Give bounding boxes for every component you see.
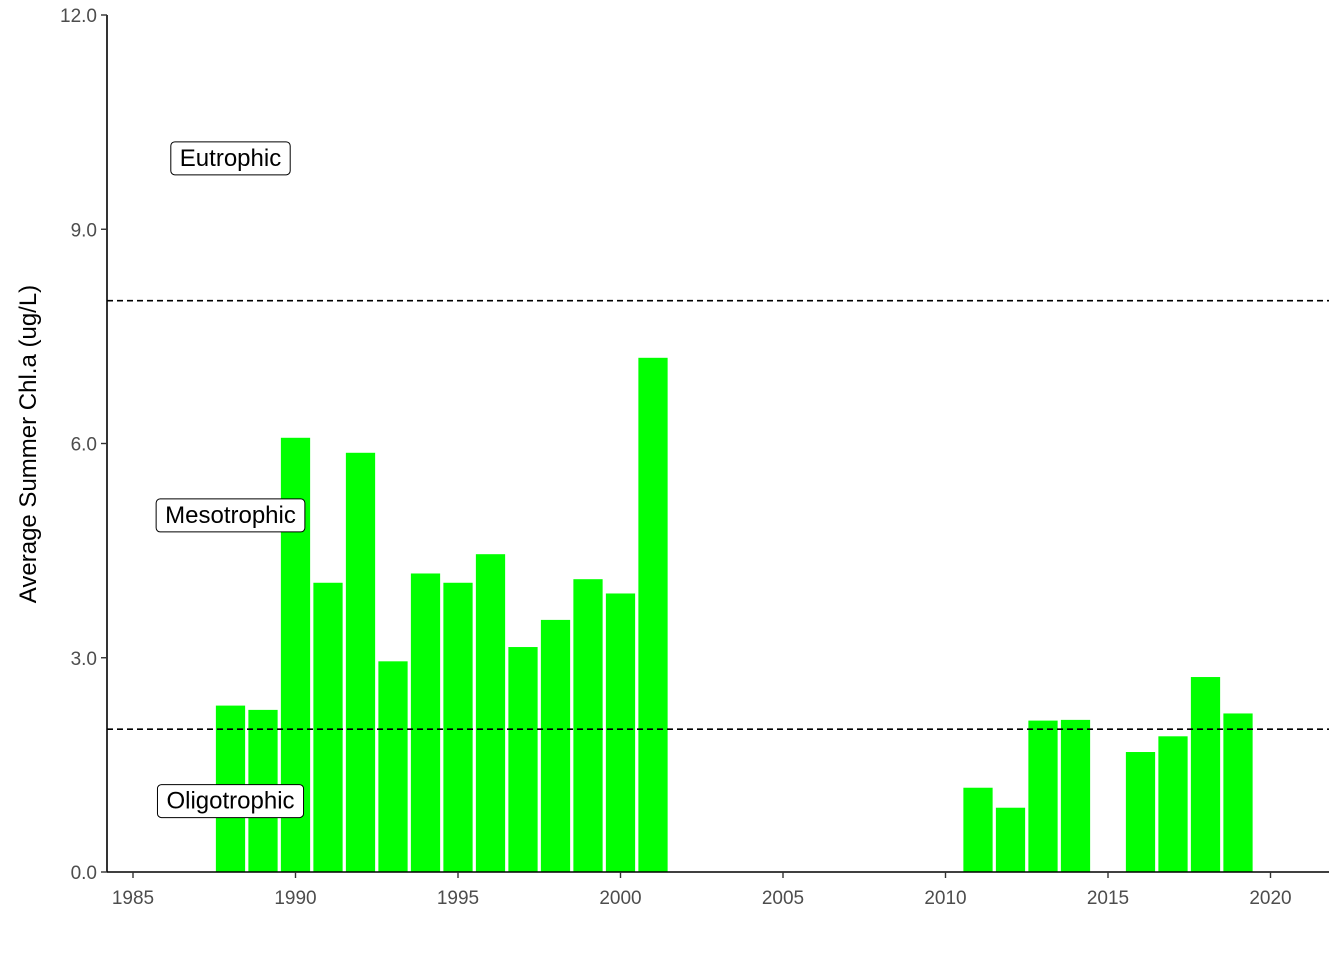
bar-1993	[378, 661, 408, 872]
bar-2011	[963, 787, 993, 872]
bar-2012	[995, 807, 1026, 872]
x-tick-label: 2020	[1249, 888, 1291, 909]
y-axis-title: Average Summer Chl.a (ug/L)	[15, 285, 42, 603]
axes-layer: 0.0 3.0 6.0 9.0 12.0 1985 1990 1995 2000 2005 2010…	[60, 6, 1329, 909]
zone-label-box	[156, 784, 305, 819]
bar-1991	[313, 582, 343, 872]
y-tick-label: 9.0	[71, 220, 97, 241]
bar-2016	[1125, 752, 1156, 872]
bar-1994	[410, 573, 441, 872]
bar-2001	[638, 357, 668, 872]
bar-1992	[345, 452, 376, 872]
zone-label-text: Oligotrophic	[166, 788, 294, 815]
zone-label-mesotrophic: Mesotrophic	[155, 498, 306, 533]
y-tick-label: 12.0	[60, 6, 97, 27]
x-tick-label: 1995	[437, 888, 479, 909]
zone-label-text: Eutrophic	[180, 145, 281, 172]
y-tick-label: 3.0	[71, 649, 97, 670]
x-tick-label: 1990	[274, 888, 316, 909]
x-tick-label: 2015	[1087, 888, 1129, 909]
bar-1995	[443, 582, 473, 872]
bar-1996	[475, 554, 506, 872]
zone-label-text: Mesotrophic	[165, 502, 296, 529]
bar-1998	[540, 619, 571, 872]
y-tick-label: 6.0	[71, 435, 97, 456]
bar-2018	[1190, 677, 1221, 872]
reference-lines-layer	[107, 299, 1329, 730]
bar-1997	[508, 647, 538, 872]
bar-2014	[1060, 719, 1091, 872]
y-tick-label: 0.0	[71, 863, 97, 884]
bar-2000	[605, 593, 636, 872]
bar-2019	[1223, 713, 1253, 872]
zone-label-oligotrophic: Oligotrophic	[156, 784, 305, 819]
annotations-layer: Eutrophic Mesotrophic Oligotrophic	[155, 141, 306, 819]
x-tick-label: 2005	[762, 888, 804, 909]
bars-layer	[215, 357, 1253, 872]
zone-label-eutrophic: Eutrophic	[170, 141, 291, 176]
zone-label-box	[155, 498, 306, 533]
x-tick-label: 2010	[924, 888, 966, 909]
bar-2013	[1028, 720, 1058, 872]
x-tick-label: 1985	[112, 888, 154, 909]
bar-1999	[573, 579, 603, 872]
zone-label-box	[170, 141, 291, 176]
bar-2017	[1158, 736, 1188, 872]
x-tick-label: 2000	[599, 888, 641, 909]
